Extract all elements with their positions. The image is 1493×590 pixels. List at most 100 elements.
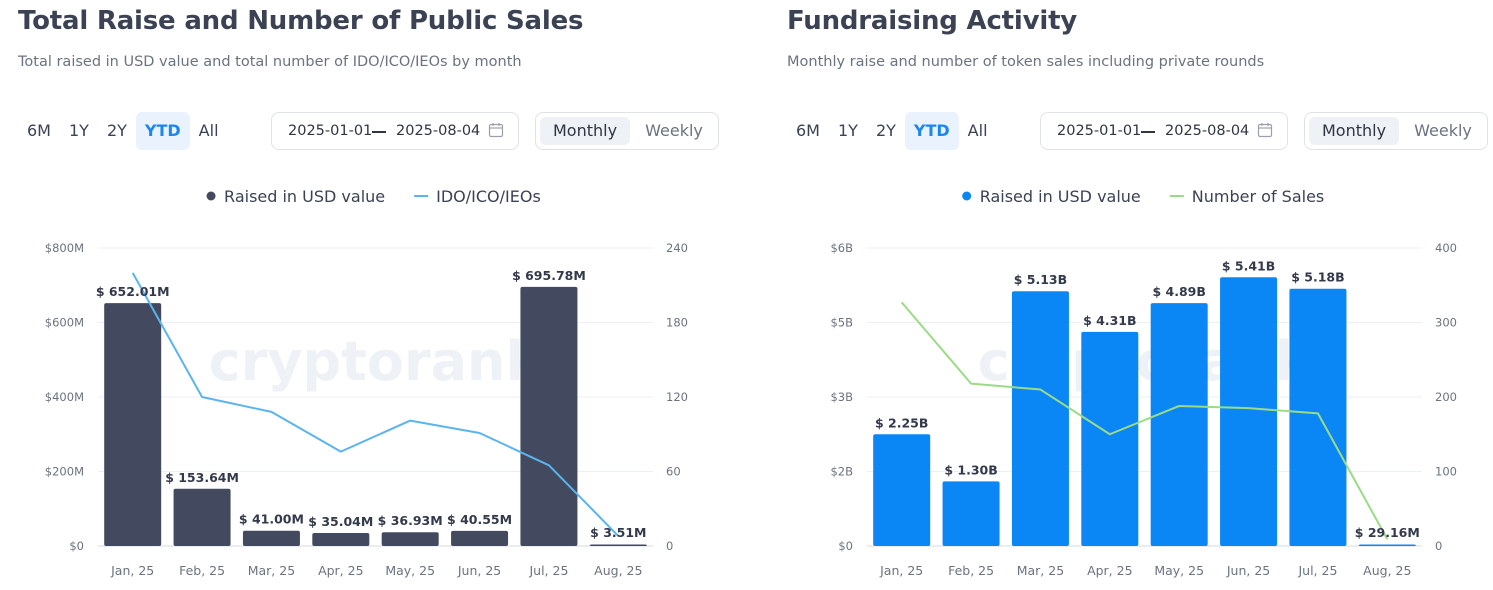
- right-axis-tick-label: 240: [666, 241, 688, 255]
- date-to[interactable]: 2025-08-04: [396, 123, 481, 139]
- x-axis-tick-label: Aug, 25: [1363, 563, 1411, 578]
- range-selector: 6M 1Y 2Y YTD All: [18, 112, 228, 150]
- date-from[interactable]: 2025-01-01: [1057, 123, 1142, 139]
- x-axis-tick-label: Jun, 25: [1226, 563, 1270, 578]
- bar-data-label: $ 36.93M: [378, 513, 443, 528]
- right-axis-tick-label: 180: [666, 316, 688, 330]
- x-axis-tick-label: Feb, 25: [179, 563, 225, 578]
- monthly-button[interactable]: Monthly: [1309, 117, 1399, 145]
- range-2y-button[interactable]: 2Y: [106, 121, 127, 140]
- bar: [173, 488, 231, 546]
- bar: [589, 544, 647, 546]
- bar-data-label: $ 4.31B: [1083, 313, 1136, 328]
- bar: [381, 532, 439, 546]
- panel-total-raise: Total Raise and Number of Public Sales T…: [0, 0, 740, 590]
- date-separator: [372, 131, 386, 133]
- monthly-button[interactable]: Monthly: [540, 117, 630, 145]
- bar-data-label: $ 4.89B: [1152, 284, 1205, 299]
- series-line: [900, 301, 1389, 540]
- right-axis-tick-label: 300: [1435, 316, 1457, 330]
- calendar-icon[interactable]: [1257, 122, 1273, 138]
- x-axis-tick-label: Jan, 25: [879, 563, 923, 578]
- range-all-button[interactable]: All: [198, 121, 219, 140]
- left-axis-tick-label: $800M: [45, 241, 84, 255]
- date-separator: [1141, 131, 1155, 133]
- right-axis-tick-label: 120: [666, 390, 688, 404]
- legend-marker: [206, 191, 216, 201]
- x-axis-tick-label: Feb, 25: [948, 563, 994, 578]
- bar: [451, 530, 509, 546]
- right-axis-tick-label: 100: [1435, 465, 1457, 479]
- left-axis-tick-label: $2B: [830, 465, 853, 479]
- range-ytd-button[interactable]: YTD: [135, 112, 190, 150]
- weekly-button[interactable]: Weekly: [1414, 121, 1472, 140]
- bar-data-label: $ 5.18B: [1291, 270, 1344, 285]
- bar-data-label: $ 35.04M: [308, 514, 373, 529]
- x-axis-tick-label: Aug, 25: [594, 563, 642, 578]
- panel-title: Fundraising Activity: [787, 6, 1078, 36]
- range-1y-button[interactable]: 1Y: [68, 121, 89, 140]
- bar: [520, 286, 578, 546]
- x-axis-tick-label: Jul, 25: [1297, 563, 1337, 578]
- left-axis-tick-label: $3B: [830, 390, 853, 404]
- bar-data-label: $ 40.55M: [447, 512, 512, 527]
- left-axis-tick-label: $0: [69, 539, 84, 553]
- range-6m-button[interactable]: 6M: [27, 121, 51, 140]
- right-axis-tick-label: 0: [1435, 539, 1442, 553]
- left-axis-tick-label: $200M: [45, 465, 84, 479]
- left-axis-tick-label: $5B: [830, 316, 853, 330]
- x-axis-tick-label: Apr, 25: [318, 563, 363, 578]
- x-axis-tick-label: May, 25: [1154, 563, 1204, 578]
- date-range-picker[interactable]: 2025-01-01 2025-08-04: [271, 112, 519, 150]
- bar: [1150, 303, 1208, 546]
- range-6m-button[interactable]: 6M: [796, 121, 820, 140]
- left-axis-tick-label: $0: [838, 539, 853, 553]
- series-line: [131, 272, 620, 537]
- right-axis-tick-label: 200: [1435, 390, 1457, 404]
- range-selector: 6M 1Y 2Y YTD All: [787, 112, 997, 150]
- bar-data-label: $ 3.51M: [590, 525, 646, 540]
- right-axis-tick-label: 400: [1435, 241, 1457, 255]
- panel-subtitle: Monthly raise and number of token sales …: [787, 54, 1265, 70]
- bar: [104, 303, 162, 546]
- x-axis-tick-label: Mar, 25: [248, 563, 295, 578]
- legend-label: Raised in USD value: [224, 187, 385, 206]
- right-axis-tick-label: 60: [666, 465, 681, 479]
- x-axis-tick-label: Jan, 25: [110, 563, 154, 578]
- panel-subtitle: Total raised in USD value and total numb…: [18, 54, 522, 70]
- x-axis-tick-label: Apr, 25: [1087, 563, 1132, 578]
- bar-data-label: $ 5.13B: [1014, 272, 1067, 287]
- bar-data-label: $ 1.30B: [944, 462, 997, 477]
- bar-data-label: $ 2.25B: [875, 415, 928, 430]
- range-1y-button[interactable]: 1Y: [837, 121, 858, 140]
- legend-marker: [962, 191, 972, 201]
- left-axis-tick-label: $400M: [45, 390, 84, 404]
- x-axis-tick-label: Jul, 25: [528, 563, 568, 578]
- left-axis-tick-label: $6B: [830, 241, 853, 255]
- range-2y-button[interactable]: 2Y: [875, 121, 896, 140]
- bar-data-label: $ 652.01M: [96, 284, 170, 299]
- bar: [942, 481, 1000, 546]
- range-ytd-button[interactable]: YTD: [904, 112, 959, 150]
- bar: [1358, 544, 1416, 546]
- calendar-icon[interactable]: [488, 122, 504, 138]
- bar: [873, 434, 931, 546]
- date-from[interactable]: 2025-01-01: [288, 123, 373, 139]
- x-axis-tick-label: Mar, 25: [1017, 563, 1064, 578]
- bar: [312, 532, 370, 546]
- panel-title: Total Raise and Number of Public Sales: [18, 6, 584, 36]
- range-all-button[interactable]: All: [967, 121, 988, 140]
- legend: Raised in USD value Number of Sales: [962, 187, 1324, 206]
- bar: [1220, 277, 1278, 546]
- bar-data-label: $ 153.64M: [165, 470, 239, 485]
- date-to[interactable]: 2025-08-04: [1165, 123, 1250, 139]
- weekly-button[interactable]: Weekly: [645, 121, 703, 140]
- bar-data-label: $ 695.78M: [512, 268, 586, 283]
- left-axis-tick-label: $600M: [45, 316, 84, 330]
- legend-label: Number of Sales: [1192, 187, 1324, 206]
- bar-data-label: $ 29.16M: [1355, 525, 1420, 540]
- interval-toggle: Monthly Weekly: [1304, 112, 1488, 150]
- watermark-text: cryptorank: [209, 330, 543, 393]
- bar: [242, 530, 300, 546]
- date-range-picker[interactable]: 2025-01-01 2025-08-04: [1040, 112, 1288, 150]
